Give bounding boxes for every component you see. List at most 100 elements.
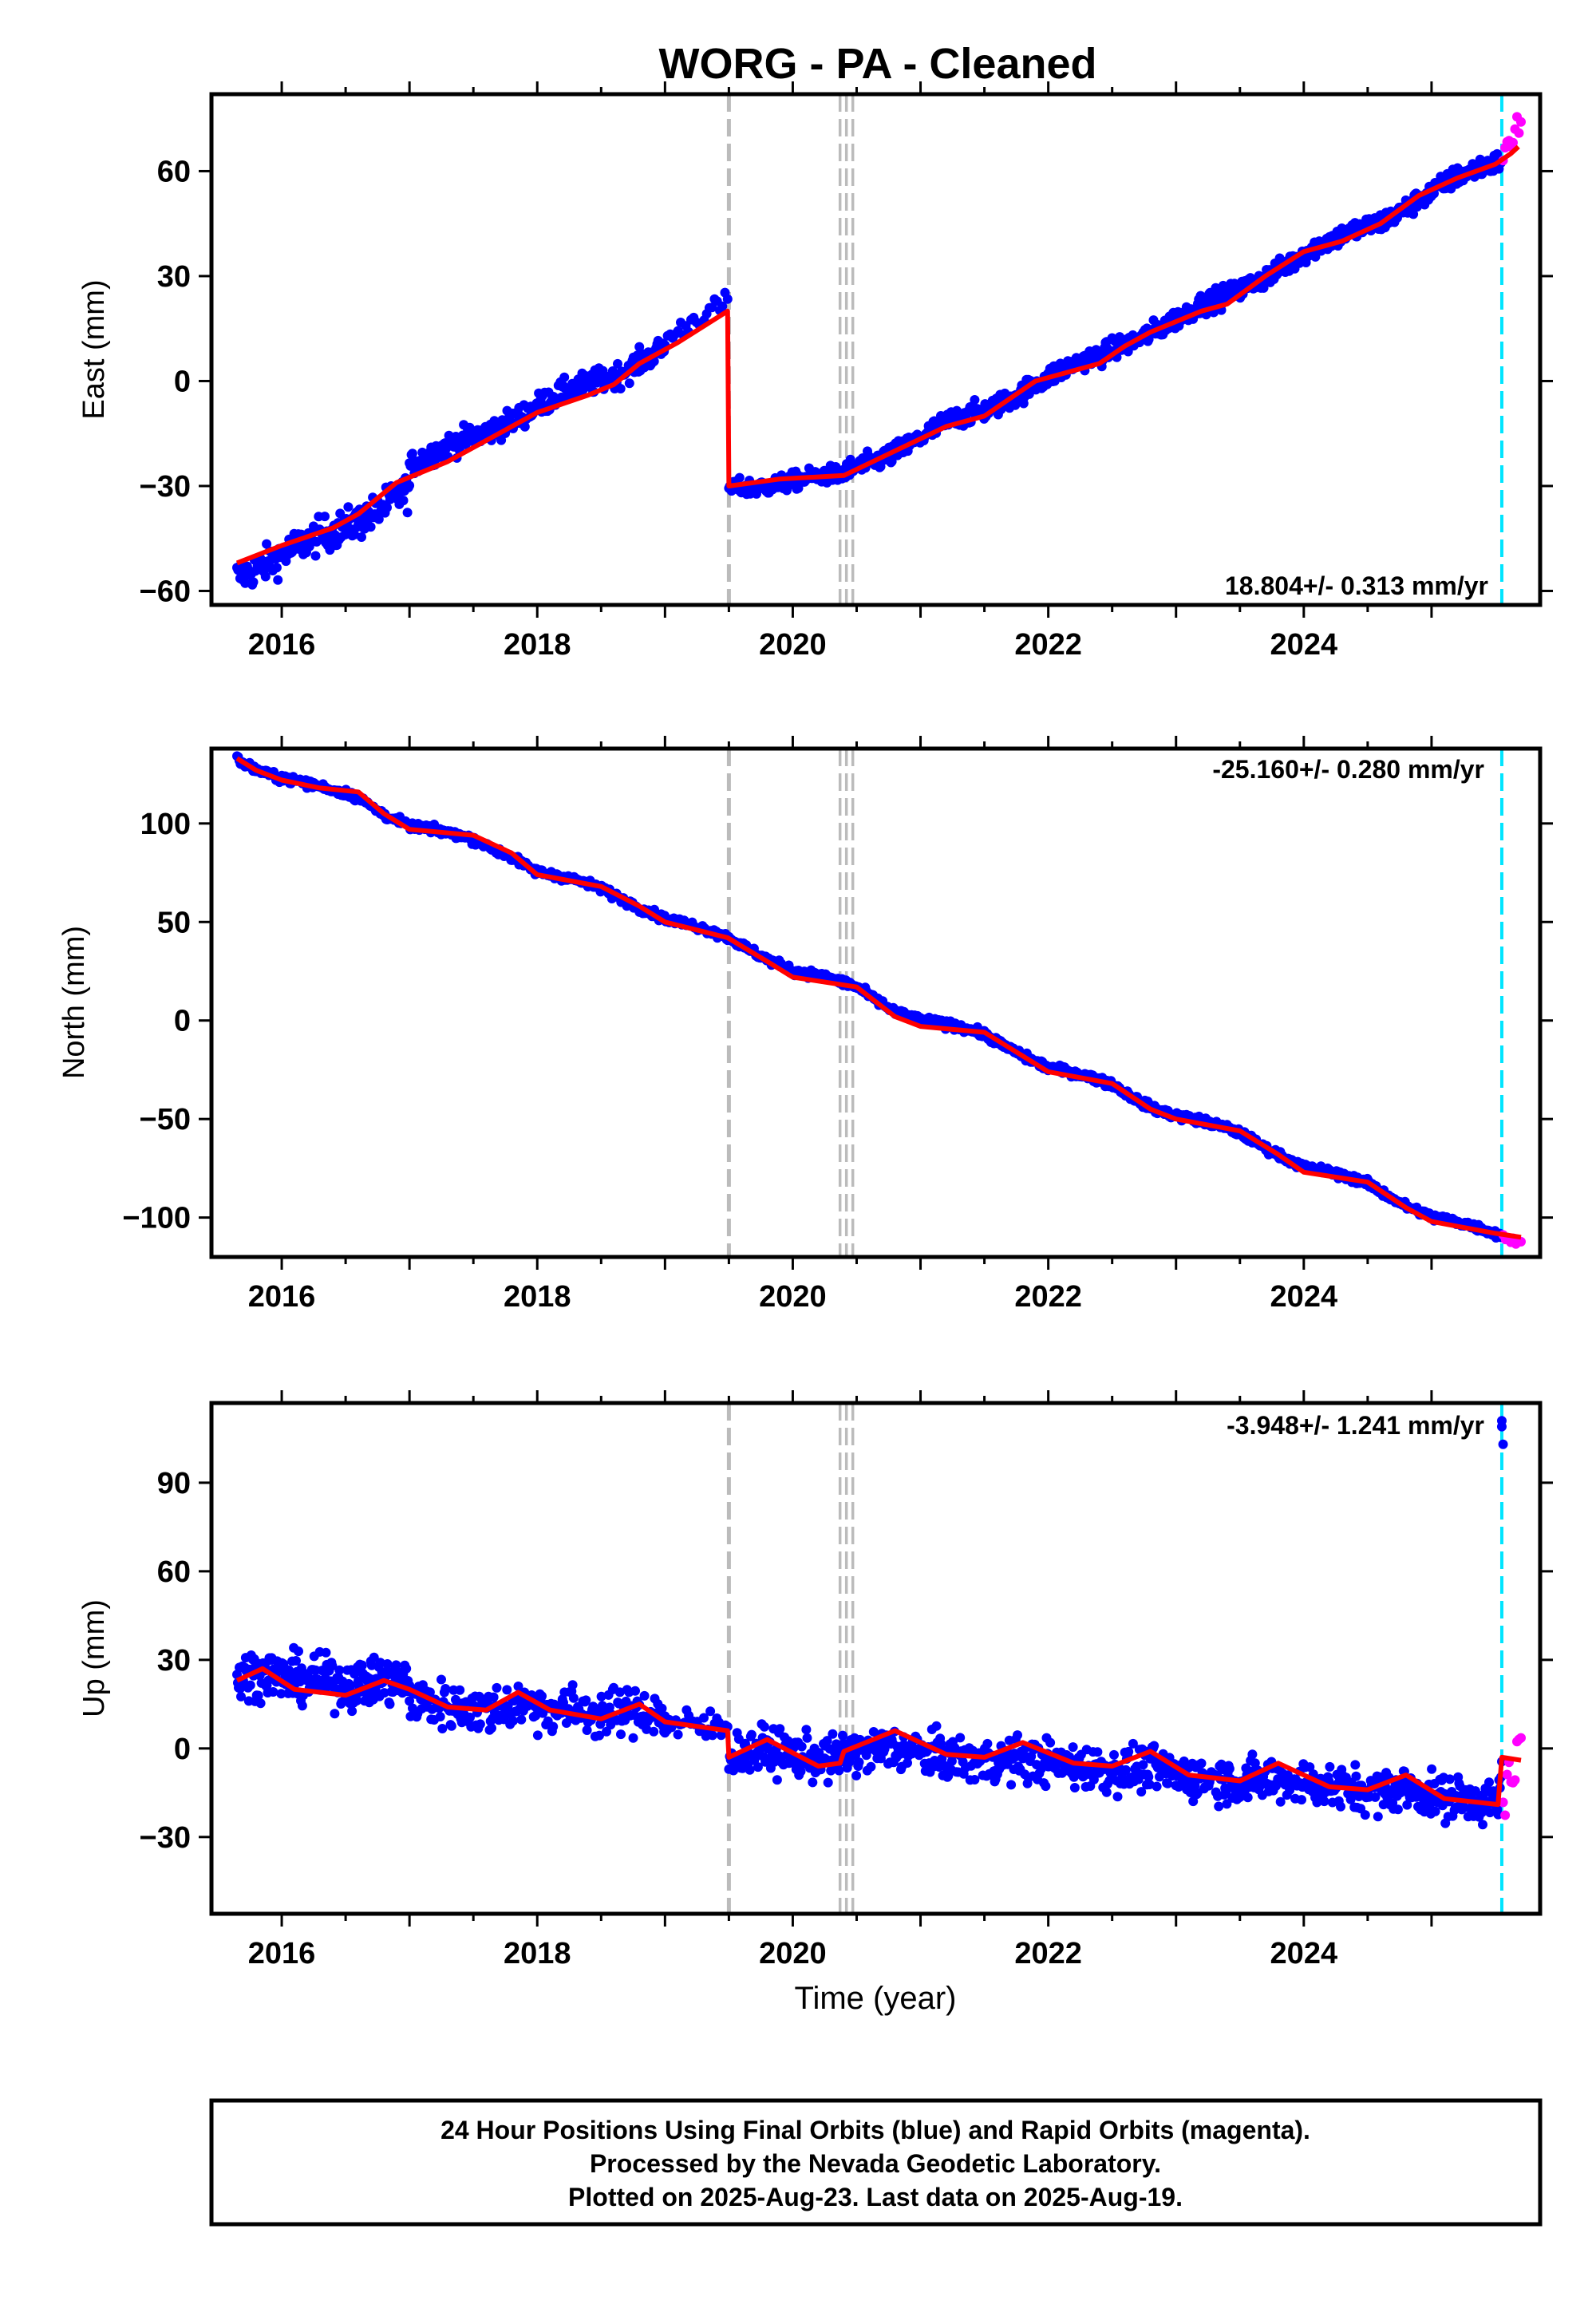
data-point	[455, 1685, 465, 1695]
data-point	[365, 522, 376, 532]
y-tick-label: 30	[157, 260, 191, 294]
data-point	[1297, 1795, 1306, 1805]
data-point	[568, 1693, 579, 1703]
data-point	[630, 1686, 640, 1696]
x-tick-label: 2018	[504, 628, 571, 662]
data-point	[382, 503, 392, 512]
data-point	[1242, 1792, 1253, 1803]
data-point	[1195, 290, 1206, 301]
data-point	[775, 1724, 785, 1734]
data-point	[379, 1688, 389, 1698]
y-tick-label: −30	[140, 1821, 191, 1855]
x-tick-label: 2022	[1014, 628, 1082, 662]
model-fit-line	[235, 144, 1520, 566]
y-tick-label: −30	[140, 470, 191, 504]
up-panel: 2016 2018 2020 2022 2024 −30 0 30 60 90 -3.948+/-…	[77, 1390, 1553, 1970]
data-point	[793, 483, 804, 493]
data-point	[1492, 148, 1503, 159]
data-point	[1319, 1796, 1329, 1807]
data-point	[321, 1647, 331, 1658]
equipment-change-lines	[726, 1403, 855, 1914]
data-point	[828, 1729, 838, 1739]
data-point	[717, 301, 728, 311]
y-tick-label: 30	[157, 1644, 191, 1678]
rapid-orbit-points	[1498, 112, 1526, 166]
data-point	[628, 1733, 638, 1743]
data-point	[559, 372, 570, 382]
data-point	[492, 1682, 502, 1693]
data-point	[248, 577, 259, 587]
data-point	[294, 1646, 303, 1657]
data-point	[236, 1691, 246, 1701]
data-point	[1092, 1747, 1103, 1757]
rapid-data-point	[1510, 1775, 1520, 1785]
data-point	[405, 480, 415, 491]
data-point	[1101, 1787, 1112, 1797]
data-point	[382, 1659, 393, 1669]
data-point	[955, 1733, 966, 1743]
data-point	[649, 1726, 659, 1737]
data-point	[537, 1691, 547, 1701]
x-tick-label: 2020	[759, 1937, 827, 1970]
data-point	[802, 1733, 812, 1743]
x-tick-label: 2024	[1270, 1937, 1338, 1970]
x-tick-label: 2022	[1014, 1937, 1082, 1970]
data-point	[488, 1692, 499, 1702]
footer-line-2: Processed by the Nevada Geodetic Laborat…	[590, 2149, 1161, 2178]
data-point	[369, 1652, 379, 1662]
data-point	[616, 1729, 626, 1740]
data-point	[567, 1680, 578, 1690]
data-point	[475, 1719, 485, 1729]
figure-title: WORG - PA - Cleaned	[658, 40, 1096, 88]
y-tick-label: 60	[157, 155, 191, 188]
x-tick-label: 2024	[1270, 628, 1338, 662]
data-point	[519, 421, 530, 432]
data-point	[1013, 1730, 1022, 1741]
data-point	[334, 1665, 345, 1675]
data-point	[1484, 1777, 1494, 1788]
data-point	[1214, 1801, 1224, 1812]
east-panel: 2016 2018 2020 2022 2024 −60 −30 0 30 60 18.804+/…	[77, 81, 1553, 662]
data-point	[1360, 1810, 1370, 1820]
equipment-change-lines	[726, 749, 855, 1257]
x-tick-label: 2018	[504, 1280, 571, 1314]
data-point	[722, 294, 733, 304]
data-point	[854, 1757, 864, 1768]
data-point	[276, 1689, 286, 1699]
data-point	[291, 1656, 301, 1666]
footer-box: 24 Hour Positions Using Final Orbits (bl…	[209, 2098, 1543, 2227]
data-point	[1444, 1774, 1455, 1784]
data-point	[746, 1729, 757, 1740]
data-point	[391, 1660, 401, 1670]
data-point	[310, 551, 321, 561]
data-point	[357, 532, 366, 542]
data-point	[866, 1761, 876, 1772]
data-point	[343, 502, 354, 512]
data-point	[705, 1706, 716, 1717]
rapid-data-point	[1514, 128, 1524, 138]
data-point	[1427, 1764, 1437, 1774]
data-point	[1336, 1801, 1345, 1812]
x-tick-label: 2020	[759, 1280, 827, 1314]
data-point	[402, 508, 413, 518]
data-point	[385, 1699, 395, 1709]
data-point	[581, 1695, 591, 1705]
data-point	[532, 1730, 543, 1741]
data-point	[745, 1765, 755, 1775]
x-tick-label: 2022	[1014, 1280, 1082, 1314]
velocity-label: -3.948+/- 1.241 mm/yr	[1227, 1411, 1484, 1440]
plot-frame	[209, 746, 1543, 1259]
y-tick-label: 90	[157, 1467, 191, 1500]
x-tick-label: 2016	[248, 628, 316, 662]
data-point	[796, 1741, 807, 1752]
data-point	[352, 1696, 361, 1705]
data-point	[516, 1714, 527, 1725]
data-point	[440, 1684, 451, 1694]
x-tick-label: 2018	[504, 1937, 571, 1970]
data-point	[851, 1770, 862, 1780]
data-point	[253, 1690, 263, 1701]
data-point	[1041, 1781, 1051, 1792]
data-point	[268, 1687, 279, 1697]
data-point	[1351, 1771, 1361, 1781]
